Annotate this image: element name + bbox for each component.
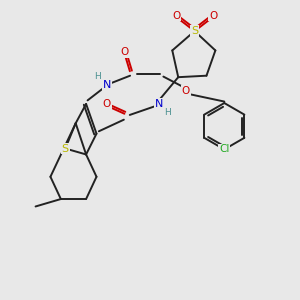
Text: H: H xyxy=(164,108,171,117)
Text: O: O xyxy=(209,11,217,21)
Text: S: S xyxy=(62,143,69,154)
Text: S: S xyxy=(191,26,198,36)
Text: O: O xyxy=(182,85,190,96)
Text: H: H xyxy=(94,72,101,81)
Text: O: O xyxy=(103,99,111,109)
Text: O: O xyxy=(121,47,129,57)
Text: N: N xyxy=(155,99,163,109)
Text: Cl: Cl xyxy=(219,144,230,154)
Text: N: N xyxy=(103,80,111,90)
Text: O: O xyxy=(172,11,180,21)
